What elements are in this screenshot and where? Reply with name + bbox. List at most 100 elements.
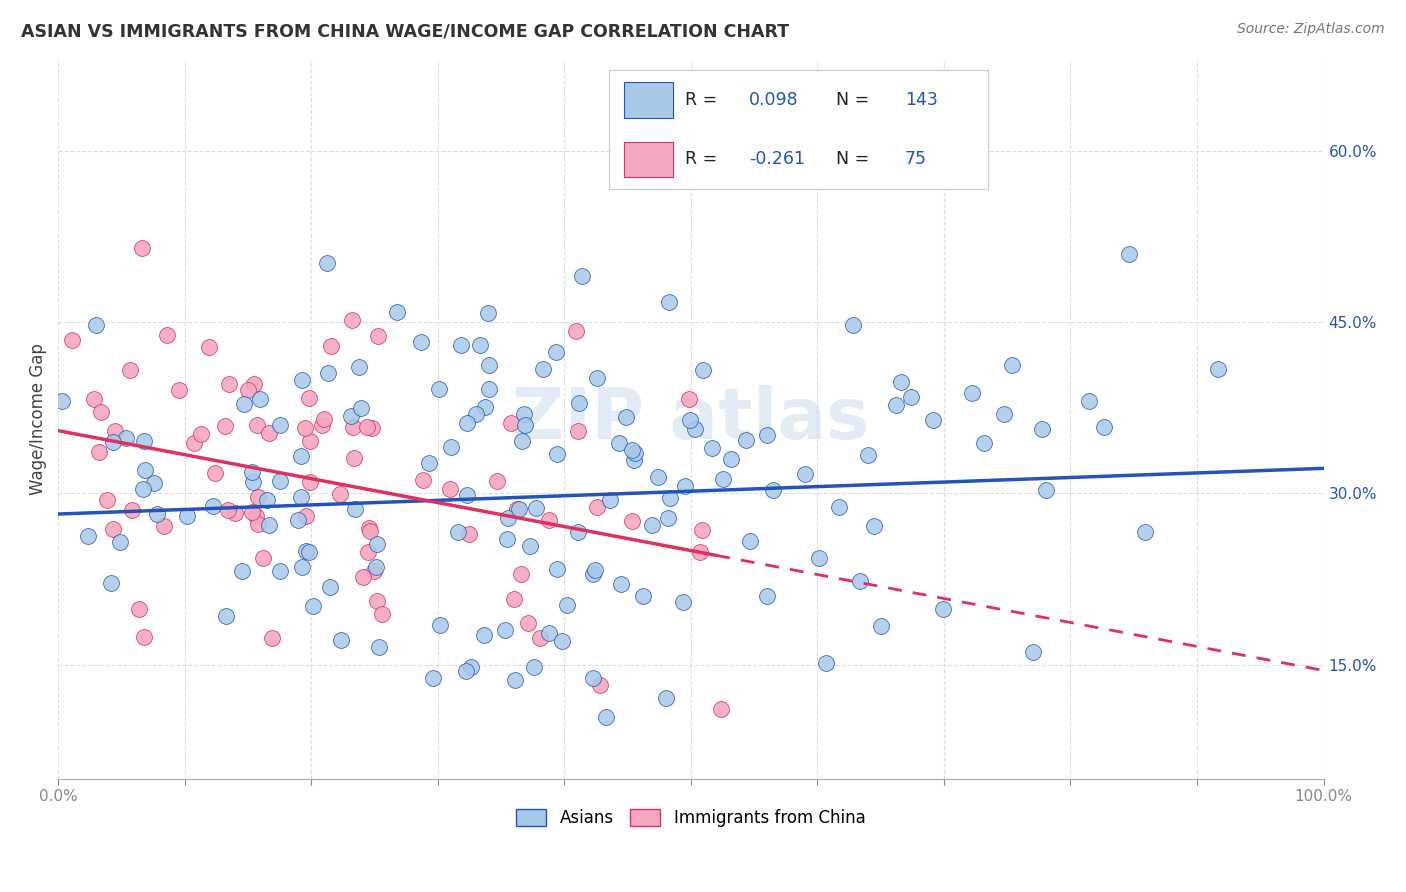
Point [236,384,259,398]
Point [720,451,742,466]
Point [623,453,645,467]
Point [352,570,374,584]
Point [412,473,434,487]
Point [1035,483,1057,498]
Point [679,413,702,427]
Point [555,598,578,612]
Point [294,544,316,558]
Point [245,508,267,523]
Text: ZIP atlas: ZIP atlas [512,384,869,454]
Point [529,631,551,645]
Text: Source: ZipAtlas.com: Source: ZipAtlas.com [1237,22,1385,37]
Point [134,463,156,477]
Point [620,443,643,458]
Point [477,306,499,320]
Point [889,375,911,389]
Point [1206,362,1229,376]
Point [586,371,609,385]
Point [657,510,679,524]
Point [960,385,983,400]
Point [496,533,519,547]
Point [51,394,73,409]
Point [531,361,554,376]
Point [197,340,219,354]
Point [190,426,212,441]
Point [311,417,333,432]
Point [546,447,568,461]
Point [418,456,440,470]
Point [503,592,526,607]
Point [544,345,567,359]
Point [1118,246,1140,260]
Point [1031,422,1053,436]
Point [678,392,700,406]
Point [456,664,478,678]
Point [647,470,669,484]
Point [409,335,432,350]
Point [134,434,156,449]
Point [202,499,225,513]
Point [108,535,131,549]
Point [329,487,352,501]
Point [472,628,495,642]
Point [131,482,153,496]
Point [368,640,391,654]
Point [494,623,516,637]
Point [298,391,321,405]
Point [100,575,122,590]
Point [439,482,461,496]
Point [567,524,589,539]
Legend: Asians, Immigrants from China: Asians, Immigrants from China [508,800,873,835]
Point [702,441,724,455]
Y-axis label: Wage/Income Gap: Wage/Income Gap [30,343,46,495]
Point [458,526,481,541]
Point [610,577,633,591]
Point [478,382,501,396]
Point [422,672,444,686]
Point [183,436,205,450]
Point [366,560,388,574]
Point [692,363,714,377]
Point [298,545,321,559]
Point [738,533,761,548]
Point [523,660,546,674]
Point [538,626,561,640]
Point [356,419,378,434]
Point [734,433,756,447]
Point [246,417,269,432]
Point [363,564,385,578]
Point [465,407,488,421]
Point [371,607,394,621]
Point [290,450,312,464]
Point [568,396,591,410]
Point [607,436,630,450]
Point [595,710,617,724]
Point [524,501,547,516]
Point [762,483,785,498]
Point [565,324,588,338]
Point [863,519,886,533]
Point [96,492,118,507]
Point [1092,420,1115,434]
Point [142,476,165,491]
Point [501,416,523,430]
Point [658,294,681,309]
Point [146,507,169,521]
Point [176,508,198,523]
Point [672,595,695,609]
Point [232,397,254,411]
Point [842,318,865,332]
Point [519,539,541,553]
Point [711,471,734,485]
Point [361,421,384,435]
Point [510,434,533,448]
Point [247,490,270,504]
Point [295,508,318,523]
Point [474,400,496,414]
Point [446,524,468,539]
Point [807,551,830,566]
Point [1133,524,1156,539]
Point [290,490,312,504]
Point [586,500,609,514]
Point [516,616,538,631]
